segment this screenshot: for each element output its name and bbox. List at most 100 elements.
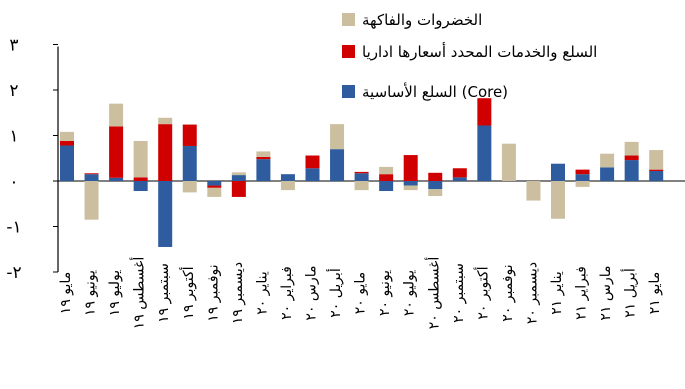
- x-tick-label: أبريل ٢٠: [326, 268, 344, 318]
- bar-segment-series-0: [256, 159, 271, 181]
- x-tick-label: يناير ٢١: [549, 271, 565, 315]
- x-tick-label: ديسمبر ٢٠: [524, 262, 540, 324]
- x-tick-label: أكتوبر ٢٠: [473, 266, 491, 319]
- bar-segment-series-1: [256, 156, 271, 160]
- bar-segment-series-0: [428, 181, 443, 190]
- bar-segment-series-1: [575, 169, 590, 175]
- x-tick-label: مارس ٢٠: [304, 265, 320, 320]
- bar-segment-series-2: [526, 181, 541, 201]
- bar-segment-series-0: [158, 181, 173, 247]
- bar-segment-series-1: [477, 98, 492, 126]
- y-tick-label: ١: [9, 127, 18, 147]
- x-tick-label: فبراير ٢٠: [279, 266, 295, 320]
- bar-segment-series-1: [158, 124, 173, 181]
- bar-segment-series-2: [403, 185, 418, 191]
- x-tick-label: نوفمبر ٢٠: [500, 264, 516, 321]
- y-tick-label: -١: [6, 218, 21, 238]
- bar-segment-series-0: [330, 149, 345, 181]
- bar-segment-series-2: [109, 103, 124, 127]
- bar-segment-series-1: [60, 140, 74, 146]
- legend-label: السلع والخدمات المحدد أسعارها اداريا: [362, 42, 597, 61]
- bar-segment-series-2: [280, 181, 295, 191]
- x-axis-labels: مايو ١٩ يونيو ١٩ يوليو ١٩ أغسطس ١٩ سبتمبر ١٩…: [58, 257, 663, 330]
- bar-segment-series-2: [207, 187, 222, 197]
- bar-segment-series-1: [649, 169, 664, 171]
- bar-segment-series-0: [182, 145, 197, 181]
- bar-segment-series-0: [207, 181, 222, 186]
- x-tick-label: أبريل ٢١: [621, 268, 639, 318]
- bar-segment-series-0: [477, 125, 492, 181]
- x-tick-label: يونيو ١٩: [83, 270, 99, 316]
- bar-segment-series-2: [354, 181, 369, 191]
- x-tick-label: يونيو ٢٠: [377, 270, 393, 316]
- x-tick-label: مايو ٢١: [647, 272, 663, 314]
- bar-segment-series-2: [428, 189, 443, 197]
- bar-segment-series-2: [84, 181, 99, 220]
- x-tick-label: أغسطس ٢٠: [424, 257, 442, 330]
- legend-swatch: [342, 13, 355, 26]
- legend-swatch: [342, 85, 355, 98]
- bar-segment-series-0: [60, 145, 74, 181]
- bar-segment-series-0: [551, 163, 565, 181]
- bar-segment-series-2: [330, 124, 345, 150]
- bar-segment-series-1: [231, 181, 246, 197]
- bar-segment-series-1: [354, 171, 369, 174]
- bar-segment-series-1: [379, 174, 394, 181]
- bar-segment-series-0: [379, 181, 394, 192]
- x-tick-label: يناير ٢٠: [254, 271, 270, 315]
- chart-bars: [60, 98, 664, 247]
- bar-segment-series-2: [158, 117, 173, 125]
- bar-segment-series-2: [60, 131, 74, 141]
- bar-segment-series-1: [305, 155, 320, 169]
- x-tick-label: يوليو ١٩: [107, 270, 123, 316]
- bar-segment-series-2: [133, 140, 148, 178]
- bar-segment-series-0: [649, 170, 664, 181]
- bar-segment-series-2: [501, 143, 516, 181]
- bar-segment-series-2: [600, 153, 615, 168]
- bar-segment-series-0: [575, 174, 590, 181]
- bar-segment-series-0: [403, 181, 418, 186]
- bar-segment-series-2: [575, 181, 590, 187]
- x-tick-label: سبتمبر ٢٠: [451, 263, 467, 323]
- bar-segment-series-0: [280, 174, 295, 181]
- x-tick-label: نوفمبر ١٩: [205, 264, 221, 321]
- bar-segment-series-0: [452, 177, 467, 181]
- bar-segment-series-2: [256, 151, 271, 157]
- bar-segment-series-1: [403, 155, 418, 181]
- y-tick-label: ٢: [9, 81, 18, 101]
- x-tick-label: مارس ٢١: [598, 265, 614, 320]
- bar-segment-series-1: [133, 177, 148, 181]
- y-tick-label: ٠: [9, 172, 18, 192]
- bar-segment-series-2: [624, 141, 639, 156]
- bar-segment-series-2: [182, 181, 197, 193]
- x-tick-label: مايو ١٩: [58, 272, 74, 314]
- bar-segment-series-0: [133, 181, 148, 192]
- bar-segment-series-0: [109, 177, 124, 181]
- bar-segment-series-0: [305, 168, 320, 181]
- y-tick-label: ٣: [9, 36, 18, 56]
- x-tick-label: يوليو ٢٠: [402, 270, 418, 316]
- bar-segment-series-0: [354, 173, 369, 181]
- y-tick-label: -٢: [6, 263, 21, 283]
- bar-segment-series-1: [207, 185, 222, 188]
- legend-label: الخضروات والفاكهة: [362, 11, 482, 29]
- x-tick-label: أكتوبر ١٩: [179, 266, 197, 319]
- chart-axes: ٣ ٢ ١ ٠ -١ -٢: [6, 36, 685, 283]
- legend-label: السلع الأساسية (Core): [362, 82, 508, 101]
- legend-swatch: [342, 45, 355, 58]
- bar-segment-series-0: [84, 174, 99, 181]
- bar-segment-series-0: [231, 175, 246, 181]
- x-tick-label: مايو ٢٠: [353, 272, 369, 314]
- chart-legend: الخضروات والفاكهة السلع والخدمات المحدد أ…: [342, 11, 597, 101]
- bar-segment-series-1: [452, 168, 467, 178]
- bar-segment-series-1: [182, 124, 197, 146]
- x-tick-label: أغسطس ١٩: [130, 257, 148, 330]
- bar-segment-series-1: [109, 126, 124, 178]
- bar-segment-series-0: [624, 160, 639, 181]
- bar-segment-series-1: [624, 155, 639, 161]
- bar-segment-series-2: [231, 172, 246, 176]
- x-tick-label: سبتمبر ١٩: [156, 263, 172, 323]
- bar-segment-series-0: [600, 167, 615, 181]
- x-tick-label: فبراير ٢١: [574, 266, 590, 320]
